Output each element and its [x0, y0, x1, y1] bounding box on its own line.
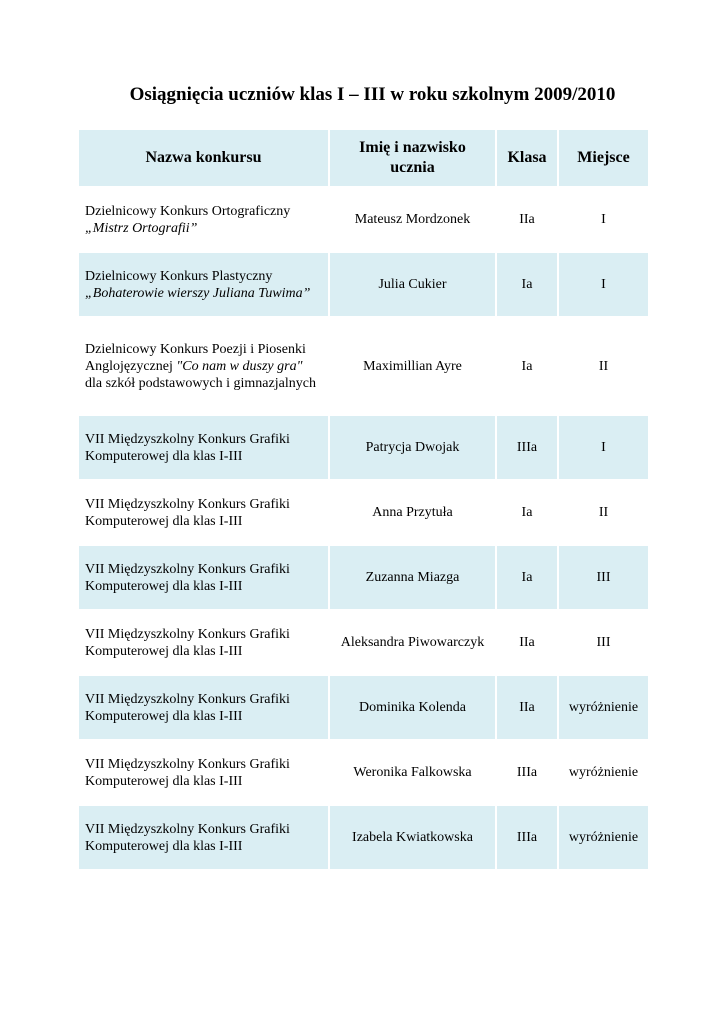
contest-name: VII Międzyszkolny Konkurs Grafiki Komput…	[85, 821, 290, 854]
cell-class: IIIa	[495, 414, 559, 481]
cell-place: wyróżnienie	[557, 739, 650, 806]
cell-class: Ia	[495, 544, 559, 611]
cell-place: III	[557, 609, 650, 676]
contest-name: VII Międzyszkolny Konkurs Grafiki Komput…	[85, 691, 290, 724]
cell-class: Ia	[495, 251, 559, 318]
cell-place: wyróżnienie	[557, 804, 650, 871]
table-row: VII Międzyszkolny Konkurs Grafiki Komput…	[77, 609, 650, 676]
contest-name: Dzielnicowy Konkurs Poezji i Piosenki An…	[85, 341, 306, 374]
cell-contest: VII Międzyszkolny Konkurs Grafiki Komput…	[77, 739, 330, 806]
cell-student: Mateusz Mordzonek	[328, 186, 497, 253]
table-row: Dzielnicowy Konkurs Ortograficzny „Mistr…	[77, 186, 650, 253]
cell-student: Izabela Kwiatkowska	[328, 804, 497, 871]
contest-title: "Co nam w duszy gra"	[176, 358, 303, 374]
table-row: VII Międzyszkolny Konkurs Grafiki Komput…	[77, 739, 650, 806]
header-class: Klasa	[495, 128, 559, 188]
cell-student: Julia Cukier	[328, 251, 497, 318]
page-title: Osiągnięcia uczniów klas I – III w roku …	[129, 84, 616, 105]
contest-name: VII Międzyszkolny Konkurs Grafiki Komput…	[85, 496, 290, 529]
cell-class: IIIa	[495, 739, 559, 806]
cell-place: III	[557, 544, 650, 611]
header-place: Miejsce	[557, 128, 650, 188]
contest-name: VII Międzyszkolny Konkurs Grafiki Komput…	[85, 561, 290, 594]
cell-contest: VII Międzyszkolny Konkurs Grafiki Komput…	[77, 544, 330, 611]
contest-title: „Mistrz Ortografii”	[85, 220, 198, 236]
cell-contest: VII Międzyszkolny Konkurs Grafiki Komput…	[77, 609, 330, 676]
header-student: Imię i nazwisko ucznia	[328, 128, 497, 188]
contest-name: VII Międzyszkolny Konkurs Grafiki Komput…	[85, 626, 290, 659]
contest-name: VII Międzyszkolny Konkurs Grafiki Komput…	[85, 756, 290, 789]
contest-name: Dzielnicowy Konkurs Ortograficzny	[85, 203, 291, 219]
cell-contest: VII Międzyszkolny Konkurs Grafiki Komput…	[77, 804, 330, 871]
table-row: VII Międzyszkolny Konkurs Grafiki Komput…	[77, 414, 650, 481]
cell-contest: Dzielnicowy Konkurs Poezji i Piosenki An…	[77, 316, 330, 416]
contest-title: „Bohaterowie wierszy Juliana Tuwima”	[85, 285, 311, 301]
table-row: VII Międzyszkolny Konkurs Grafiki Komput…	[77, 544, 650, 611]
contest-note: dla szkół podstawowych i gimnazjalnych	[85, 375, 316, 391]
contest-name: Dzielnicowy Konkurs Plastyczny	[85, 268, 273, 284]
header-contest: Nazwa konkursu	[77, 128, 330, 188]
cell-class: Ia	[495, 316, 559, 416]
cell-student: Aleksandra Piwowarczyk	[328, 609, 497, 676]
cell-class: IIa	[495, 674, 559, 741]
cell-place: wyróżnienie	[557, 674, 650, 741]
cell-student: Weronika Falkowska	[328, 739, 497, 806]
cell-place: I	[557, 414, 650, 481]
cell-contest: VII Międzyszkolny Konkurs Grafiki Komput…	[77, 479, 330, 546]
table-row: VII Międzyszkolny Konkurs Grafiki Komput…	[77, 674, 650, 741]
cell-place: II	[557, 316, 650, 416]
table-row: Dzielnicowy Konkurs Poezji i Piosenki An…	[77, 316, 650, 416]
cell-student: Zuzanna Miazga	[328, 544, 497, 611]
cell-place: I	[557, 186, 650, 253]
cell-contest: VII Międzyszkolny Konkurs Grafiki Komput…	[77, 414, 330, 481]
cell-class: IIa	[495, 609, 559, 676]
cell-class: Ia	[495, 479, 559, 546]
table-row: Dzielnicowy Konkurs Plastyczny „Bohatero…	[77, 251, 650, 318]
cell-class: IIIa	[495, 804, 559, 871]
table-row: VII Międzyszkolny Konkurs Grafiki Komput…	[77, 804, 650, 871]
cell-contest: Dzielnicowy Konkurs Ortograficzny „Mistr…	[77, 186, 330, 253]
cell-contest: VII Międzyszkolny Konkurs Grafiki Komput…	[77, 674, 330, 741]
table-row: VII Międzyszkolny Konkurs Grafiki Komput…	[77, 479, 650, 546]
cell-place: I	[557, 251, 650, 318]
cell-class: IIa	[495, 186, 559, 253]
cell-student: Anna Przytuła	[328, 479, 497, 546]
cell-place: II	[557, 479, 650, 546]
results-table: Nazwa konkursu Imię i nazwisko ucznia Kl…	[77, 128, 650, 871]
cell-student: Maximillian Ayre	[328, 316, 497, 416]
cell-contest: Dzielnicowy Konkurs Plastyczny „Bohatero…	[77, 251, 330, 318]
contest-name: VII Międzyszkolny Konkurs Grafiki Komput…	[85, 431, 290, 464]
cell-student: Patrycja Dwojak	[328, 414, 497, 481]
header-row: Nazwa konkursu Imię i nazwisko ucznia Kl…	[77, 128, 650, 188]
cell-student: Dominika Kolenda	[328, 674, 497, 741]
